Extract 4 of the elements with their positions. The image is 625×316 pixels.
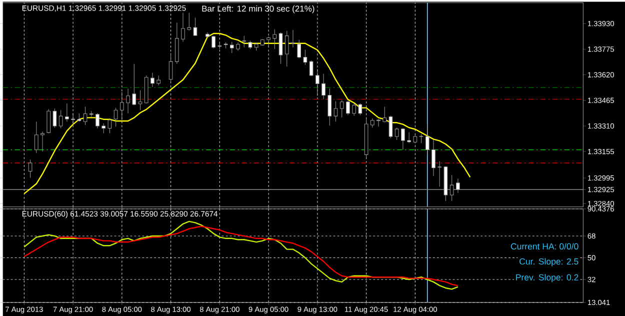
text: Current HA: 0/0/0 (510, 242, 578, 250)
text: Cur. Slope: 2.5 (520, 258, 578, 266)
annotation: Bar Left: 12 min 30 sec (21%) (202, 5, 314, 14)
text: Prev. Slope: 0.2 (516, 274, 578, 282)
